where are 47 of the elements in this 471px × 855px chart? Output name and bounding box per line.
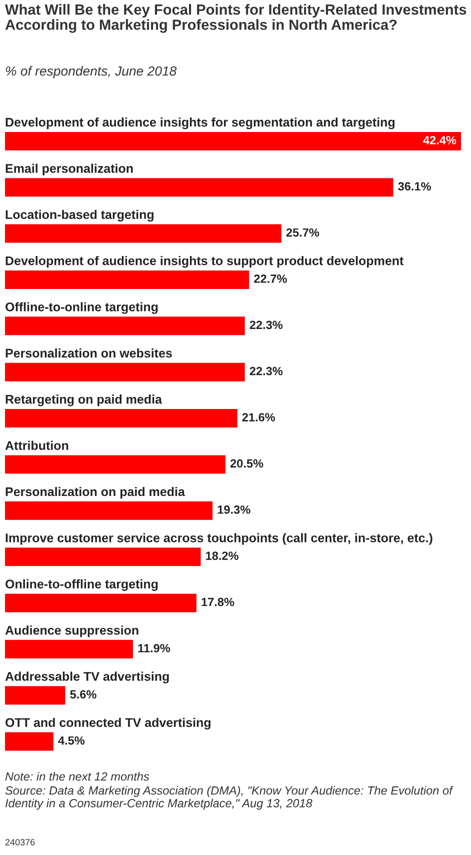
data-label: 42.4% (423, 136, 456, 144)
chart-title: What Will Be the Key Focal Points for Identity-Related Investments According to Marketing Professionals in North America? (5, 4, 466, 33)
data-label: 22.3% (250, 366, 283, 376)
data-label: 5.6% (70, 690, 96, 699)
bar (5, 548, 201, 566)
bar (5, 224, 282, 243)
data-label: 20.5% (230, 459, 264, 468)
data-label: 4.5% (58, 736, 85, 745)
bar (5, 640, 133, 658)
bar (5, 132, 461, 150)
bar (5, 270, 250, 289)
y-tick-label: Personalization on paid media (6, 486, 185, 499)
bar (5, 362, 245, 382)
data-label: 11.9% (138, 644, 170, 652)
data-label: 18.2% (206, 552, 238, 560)
y-tick-label: Online-to-offline targeting (6, 579, 158, 591)
data-label: 19.3% (218, 505, 250, 514)
y-tick-label: Improve customer service across touchpoints (call center, in-store, etc.) (6, 533, 432, 545)
data-label: 17.8% (202, 598, 234, 606)
y-tick-label: Personalization on websites (6, 348, 172, 358)
text: Note: in the next 12 months (5, 772, 150, 781)
data-label: 21.6% (242, 413, 276, 422)
text: 240376 (5, 839, 35, 846)
bar (5, 316, 245, 336)
y-tick-label: Audience suppression (5, 626, 138, 638)
data-label: 25.7% (286, 228, 320, 237)
y-tick-label: Offline-to-online targeting (6, 302, 158, 314)
bar (5, 178, 394, 197)
y-tick-label: Location-based targeting (6, 210, 154, 222)
y-tick-label: Retargeting on paid media (6, 394, 162, 406)
chart-subtitle: % of respondents, June 2018 (6, 66, 177, 78)
y-tick-label: Addressable TV advertising (5, 672, 169, 684)
data-label: 22.3% (250, 320, 283, 330)
y-tick-label: Attribution (5, 440, 68, 450)
y-tick-label: Development of audience insights for segmentation and targeting (6, 117, 394, 130)
bar (5, 594, 196, 612)
bar (5, 732, 54, 751)
data-label: 36.1% (398, 182, 431, 191)
bar (5, 409, 238, 428)
bar (5, 455, 226, 474)
bar (5, 686, 66, 705)
y-tick-label: Development of audience insights to support product development (6, 256, 404, 268)
source-note: Source: Data & Marketing Association (DMA), "Know Your Audience: The Evolution of Identity in a Consumer-Centric Marketplace," Aug 13, 2018 (5, 786, 454, 810)
y-tick-label: Email personalization (6, 164, 133, 176)
data-label: 22.7% (254, 274, 287, 283)
bar (5, 501, 213, 520)
y-tick-label: OTT and connected TV advertising (6, 718, 210, 730)
